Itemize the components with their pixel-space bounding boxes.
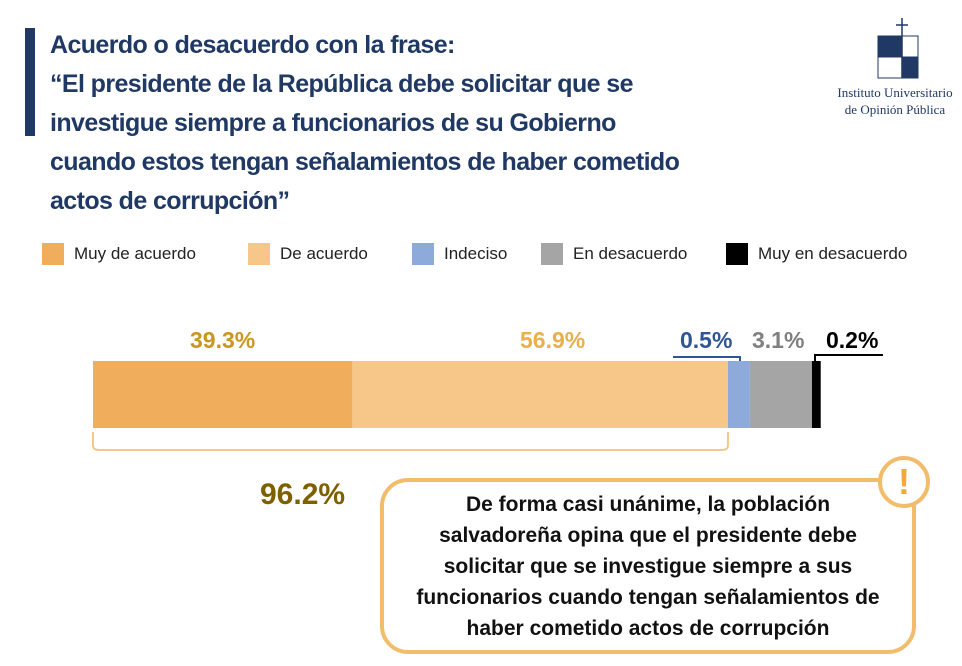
legend-item: Muy en desacuerdo — [726, 243, 907, 265]
chart-title: Acuerdo o desacuerdo con la frase: “El p… — [50, 26, 830, 221]
bar-segment — [727, 361, 750, 428]
exclamation-icon: ! — [878, 456, 930, 508]
legend-swatch — [42, 243, 64, 265]
legend-item: Indeciso — [412, 243, 507, 265]
data-label: 3.1% — [752, 327, 805, 353]
legend-swatch — [541, 243, 563, 265]
iudop-logo: Instituto Universitario de Opinión Públi… — [835, 18, 955, 118]
legend-label: De acuerdo — [280, 244, 368, 263]
uca-logo-icon — [877, 18, 919, 79]
bar-segment — [749, 361, 812, 428]
title-accent-bar — [25, 28, 35, 136]
data-label: 39.3% — [190, 327, 256, 353]
logo-text: de Opinión Pública — [844, 102, 946, 117]
title-line: cuando estos tengan señalamientos de hab… — [50, 148, 680, 176]
legend-label: Muy de acuerdo — [74, 244, 196, 263]
title-line: actos de corrupción” — [50, 187, 290, 215]
legend-swatch — [412, 243, 434, 265]
legend-label: En desacuerdo — [573, 244, 688, 263]
legend-item: De acuerdo — [248, 243, 368, 265]
total-brace — [92, 432, 729, 451]
title-line: Acuerdo o desacuerdo con la frase: — [50, 31, 455, 59]
logo-text: Instituto Universitario — [837, 85, 953, 100]
bar-segment — [93, 361, 353, 428]
callout-text: De forma casi unánime, la población salv… — [416, 492, 880, 640]
bar-segment — [352, 361, 728, 428]
leader-line — [814, 354, 883, 361]
legend-item: En desacuerdo — [541, 243, 687, 265]
title-line: investigue siempre a funcionarios de su … — [50, 109, 616, 137]
legend-label: Muy en desacuerdo — [758, 244, 908, 263]
data-label: 56.9% — [520, 327, 586, 353]
leader-line — [673, 356, 741, 361]
legend-swatch — [726, 243, 748, 265]
bar-segment — [811, 361, 821, 428]
legend-swatch — [248, 243, 270, 265]
total-label: 96.2% — [260, 478, 346, 511]
data-label: 0.5% — [680, 327, 733, 353]
data-label: 0.2% — [826, 327, 879, 353]
legend-label: Indeciso — [444, 244, 508, 263]
callout-box: De forma casi unánime, la población salv… — [380, 478, 916, 654]
stacked-bar-chart — [92, 354, 883, 451]
legend-item: Muy de acuerdo — [42, 243, 196, 265]
title-line: “El presidente de la República debe soli… — [50, 70, 633, 98]
